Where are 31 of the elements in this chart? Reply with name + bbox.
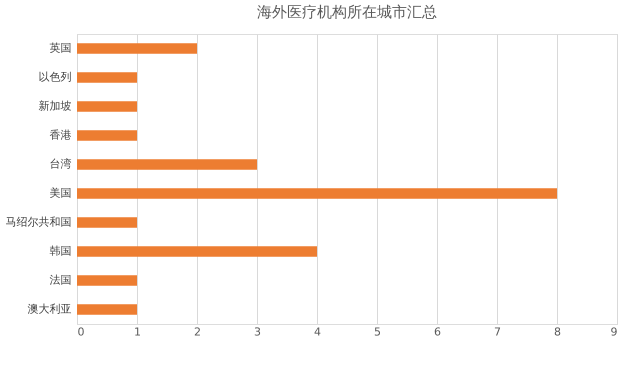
bar (77, 101, 137, 112)
x-tick-label: 0 (78, 326, 84, 338)
y-tick-label: 澳大利亚 (28, 302, 72, 316)
bar (77, 188, 557, 199)
x-tick-label: 8 (554, 326, 561, 338)
x-tick-label: 5 (374, 326, 381, 338)
x-tick-label: 6 (434, 326, 441, 338)
bar (77, 159, 257, 170)
y-tick-label: 以色列 (38, 70, 72, 84)
y-tick-label: 英国 (50, 42, 72, 54)
x-tick-label: 2 (194, 326, 201, 338)
y-tick-label: 马绍尔共和国 (6, 216, 72, 228)
y-tick-label: 新加坡 (38, 100, 72, 112)
x-tick-label: 9 (610, 326, 618, 338)
chart-title: 海外医疗机构所在城市汇总 (257, 3, 437, 21)
y-tick-label: 韩国 (50, 244, 72, 258)
y-tick-label: 香港 (50, 128, 72, 142)
x-tick-label: 4 (314, 326, 321, 338)
bar (77, 275, 137, 286)
y-tick-label: 台湾 (50, 158, 72, 170)
x-tick-label: 1 (134, 326, 141, 338)
x-tick-label: 7 (494, 326, 501, 338)
y-tick-label: 法国 (50, 274, 72, 286)
x-tick-label: 3 (254, 326, 261, 338)
bar (77, 43, 197, 54)
bar (77, 217, 137, 228)
bar (77, 72, 137, 83)
bar (77, 304, 137, 315)
y-tick-label: 美国 (50, 186, 72, 200)
bar (77, 246, 317, 257)
bar (77, 130, 137, 141)
